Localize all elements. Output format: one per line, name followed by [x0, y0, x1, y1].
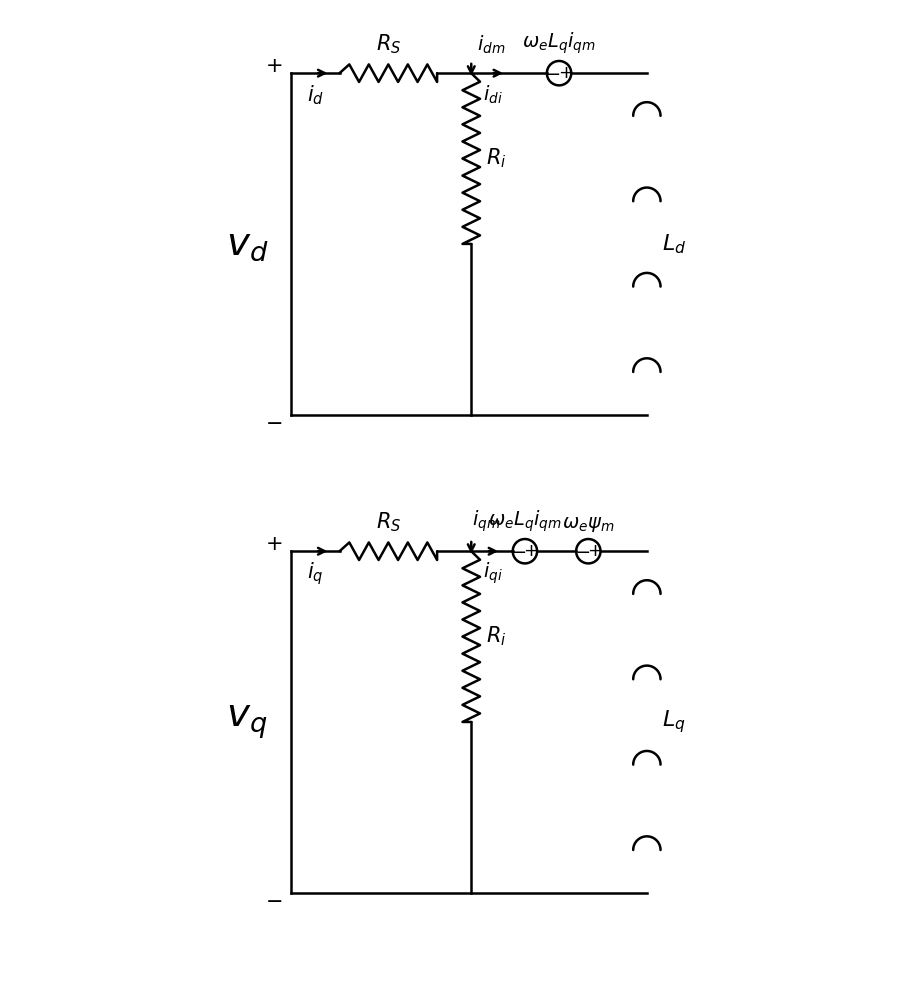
Text: $i_d$: $i_d$ [306, 83, 324, 107]
Text: $\omega_e L_q i_{qm}$: $\omega_e L_q i_{qm}$ [488, 509, 562, 534]
Text: $R_i$: $R_i$ [485, 147, 507, 170]
Text: $-$: $-$ [265, 412, 282, 432]
Text: $i_{qi}$: $i_{qi}$ [484, 560, 503, 586]
Text: $+$: $+$ [557, 64, 572, 82]
Text: $+$: $+$ [587, 542, 602, 560]
Text: $-$: $-$ [265, 890, 282, 910]
Text: $-$: $-$ [545, 64, 560, 82]
Text: $-$: $-$ [575, 542, 590, 560]
Text: $-$: $-$ [511, 542, 526, 560]
Text: $+$: $+$ [265, 56, 282, 76]
Text: $+$: $+$ [265, 534, 282, 554]
Text: $i_{qm}$: $i_{qm}$ [472, 509, 500, 534]
Text: $R_S$: $R_S$ [376, 32, 401, 56]
Text: $R_S$: $R_S$ [376, 511, 401, 534]
Text: $i_q$: $i_q$ [306, 560, 323, 587]
Text: $v_d$: $v_d$ [225, 225, 268, 263]
Text: $i_{di}$: $i_{di}$ [484, 84, 503, 106]
Text: $\omega_e \psi_m$: $\omega_e \psi_m$ [562, 515, 615, 534]
Text: $\omega_e L_q i_{qm}$: $\omega_e L_q i_{qm}$ [522, 31, 596, 56]
Text: $v_q$: $v_q$ [226, 703, 268, 741]
Text: $L_d$: $L_d$ [662, 232, 686, 256]
Text: $+$: $+$ [523, 542, 539, 560]
Text: $L_q$: $L_q$ [662, 709, 685, 735]
Text: $R_i$: $R_i$ [485, 625, 507, 648]
Text: $i_{dm}$: $i_{dm}$ [476, 34, 505, 56]
